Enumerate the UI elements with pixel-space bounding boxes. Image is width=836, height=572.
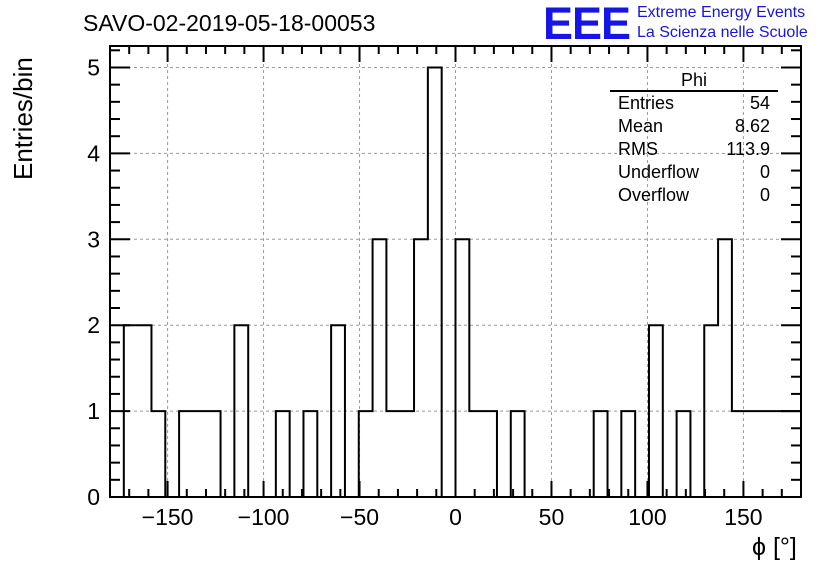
y-tick-label: 2: [87, 312, 100, 338]
x-tick-labels: −150 −100 −50 0 50 100 150: [142, 504, 763, 530]
y-tick-label: 5: [87, 54, 100, 80]
logo-line-2: La Scienza nelle Scuole: [637, 24, 808, 41]
x-tick-label: −100: [238, 504, 290, 530]
stats-box: Phi Entries 54 Mean 8.62 RMS 113.9 Under…: [610, 70, 778, 207]
y-tick-label: 4: [87, 140, 100, 166]
y-tick-label: 1: [87, 398, 100, 424]
y-tick-labels: 0 1 2 3 4 5: [87, 54, 100, 510]
x-tick-label: 0: [449, 504, 462, 530]
stats-row-mean: Mean 8.62: [610, 115, 778, 138]
logo-line-1: Extreme Energy Events: [637, 4, 806, 21]
stats-label: Mean: [618, 116, 664, 136]
stats-value: 113.9: [726, 139, 770, 159]
x-tick-label: 150: [724, 504, 762, 530]
axis-ticks: [110, 46, 801, 498]
y-axis-label: Entries/bin: [8, 57, 38, 180]
y-tick-label: 0: [87, 484, 100, 510]
x-axis-label: ϕ [°]: [752, 533, 797, 561]
logo-text: Extreme Energy Events La Scienza nelle S…: [637, 3, 808, 43]
eee-logo: EEE: [543, 0, 631, 49]
stats-value: 54: [749, 93, 770, 113]
stats-row-underflow: Underflow 0: [610, 161, 778, 184]
stats-title: Phi: [610, 70, 778, 92]
stats-row-overflow: Overflow 0: [610, 184, 778, 207]
stats-value: 8.62: [734, 116, 770, 136]
stats-label: Underflow: [618, 162, 700, 182]
stats-label: RMS: [618, 139, 658, 159]
x-tick-label: −150: [142, 504, 194, 530]
stats-value: 0: [759, 185, 770, 205]
stats-row-rms: RMS 113.9: [610, 138, 778, 161]
y-tick-label: 3: [87, 226, 100, 252]
x-tick-label: 50: [539, 504, 565, 530]
x-tick-label: −50: [340, 504, 379, 530]
x-tick-label: 100: [628, 504, 666, 530]
stats-value: 0: [759, 162, 770, 182]
stats-label: Entries: [618, 93, 675, 113]
stats-label: Overflow: [618, 185, 690, 205]
page-title: SAVO-02-2019-05-18-00053: [83, 10, 376, 36]
stats-row-entries: Entries 54: [610, 92, 778, 115]
